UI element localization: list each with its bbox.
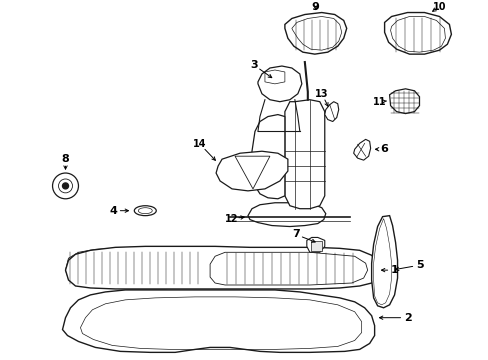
- Polygon shape: [353, 139, 370, 160]
- Ellipse shape: [134, 206, 156, 216]
- Polygon shape: [310, 242, 321, 251]
- Text: 12: 12: [225, 213, 238, 224]
- Polygon shape: [247, 203, 325, 226]
- Polygon shape: [285, 100, 324, 209]
- Text: 5: 5: [415, 260, 423, 270]
- Polygon shape: [216, 151, 287, 191]
- Text: 6: 6: [380, 144, 388, 154]
- Polygon shape: [371, 216, 397, 308]
- Polygon shape: [65, 246, 379, 289]
- Polygon shape: [251, 114, 285, 199]
- Text: 11: 11: [372, 97, 386, 107]
- Circle shape: [52, 173, 78, 199]
- Text: 9: 9: [311, 1, 319, 12]
- Circle shape: [62, 183, 68, 189]
- Text: 13: 13: [314, 89, 328, 99]
- Ellipse shape: [138, 208, 152, 213]
- Polygon shape: [285, 13, 346, 54]
- Polygon shape: [384, 13, 450, 54]
- Polygon shape: [389, 89, 419, 114]
- Polygon shape: [210, 252, 367, 285]
- Polygon shape: [65, 247, 200, 289]
- Text: 7: 7: [291, 229, 299, 239]
- Text: 1: 1: [390, 265, 398, 275]
- Polygon shape: [62, 290, 374, 352]
- Polygon shape: [324, 102, 338, 122]
- Circle shape: [59, 179, 72, 193]
- Text: 3: 3: [250, 60, 257, 70]
- Polygon shape: [306, 238, 324, 252]
- Text: 2: 2: [403, 313, 410, 323]
- Text: 10: 10: [432, 1, 445, 12]
- Polygon shape: [258, 66, 301, 102]
- Text: 14: 14: [193, 139, 206, 149]
- Text: 8: 8: [61, 154, 69, 164]
- Text: 4: 4: [109, 206, 117, 216]
